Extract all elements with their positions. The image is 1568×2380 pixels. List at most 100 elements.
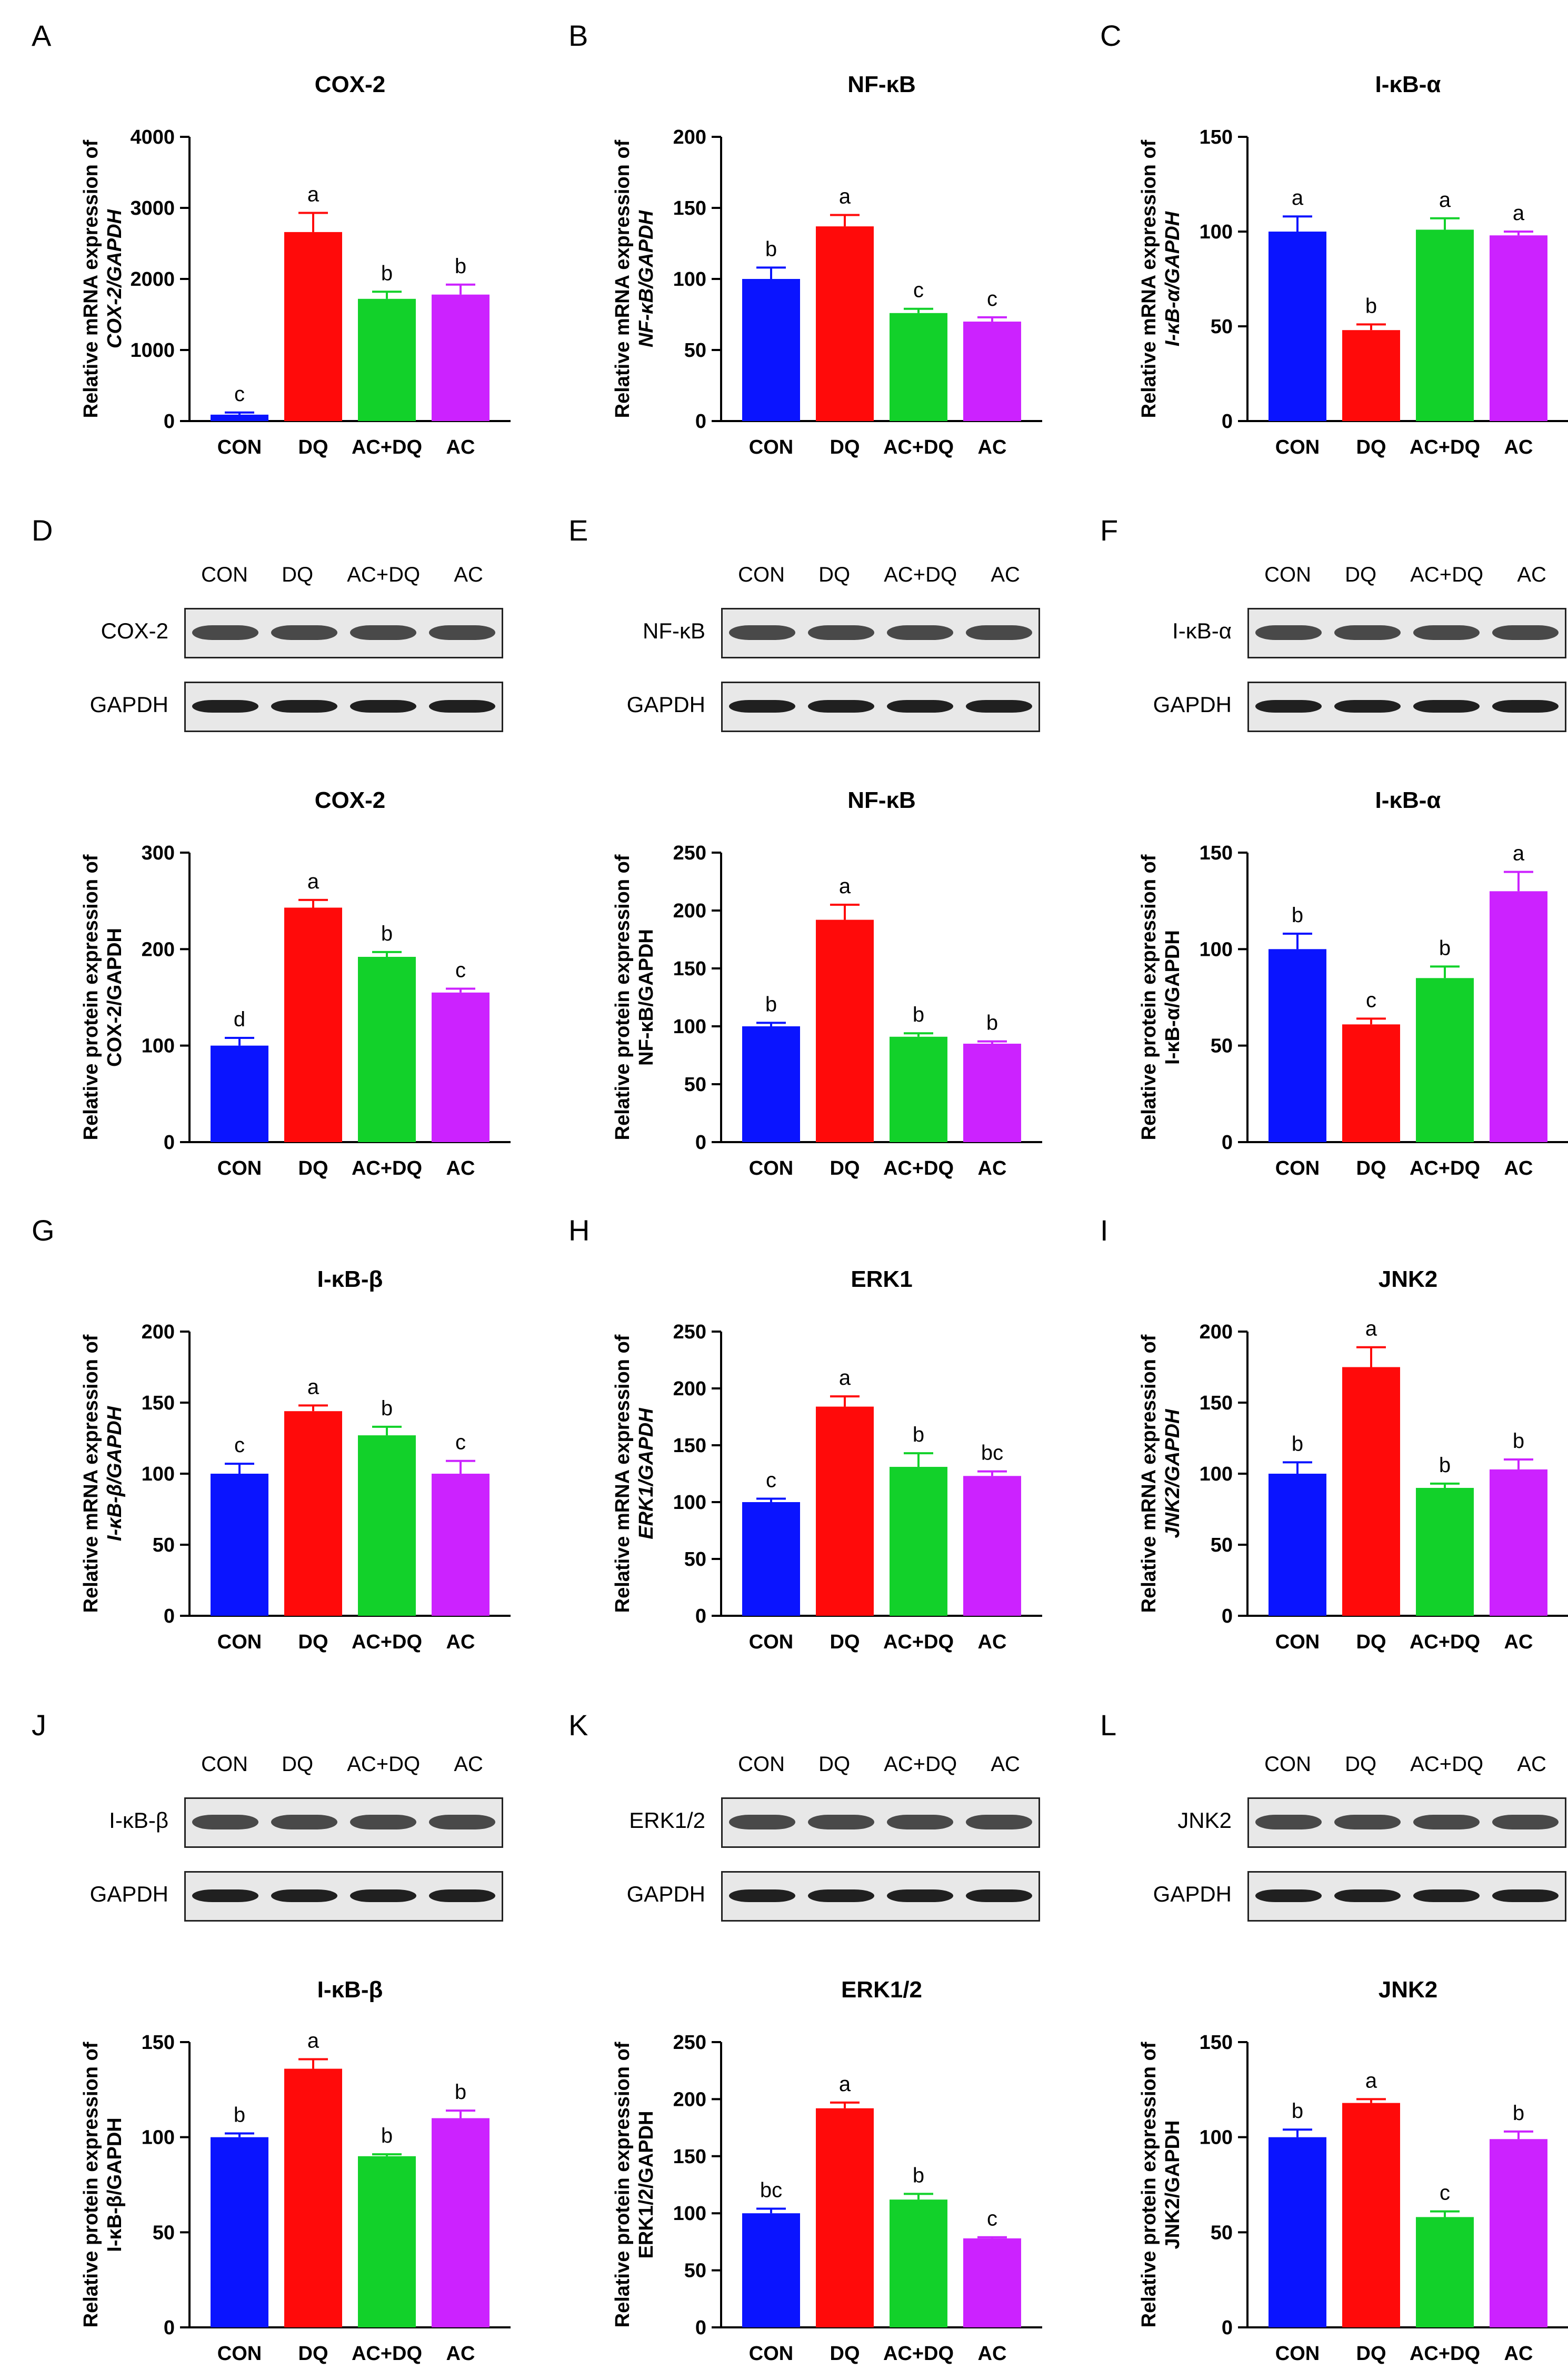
blot-band [1492, 1889, 1559, 1902]
blot-band [966, 1889, 1032, 1902]
significance-letter: d [234, 1008, 245, 1031]
x-tick-label: DQ [830, 1157, 860, 1179]
y-tick-label: 2000 [130, 268, 175, 291]
x-tick-label: DQ [1356, 2343, 1386, 2365]
blot-band [1334, 1889, 1401, 1902]
blot-lane-label: DQ [818, 1753, 851, 1776]
blot-band [192, 700, 258, 713]
significance-letter: b [381, 922, 393, 945]
x-tick-label: DQ [1356, 1631, 1386, 1653]
y-tick-label: 3000 [130, 197, 175, 219]
y-tick-label: 150 [1200, 1392, 1233, 1414]
x-tick-label: DQ [298, 1631, 328, 1653]
x-tick-label: DQ [298, 2343, 328, 2365]
chart-j-ikbb-protein: I-κB-β Relative protein expression of I-κB… [80, 1977, 511, 2365]
blot-lane-label: AC [991, 1753, 1020, 1776]
blot-band [1334, 625, 1401, 640]
x-tick-label: CON [217, 436, 262, 458]
significance-letter: bc [981, 1442, 1003, 1465]
bar-ac-dq [1416, 978, 1474, 1142]
blot-band [1492, 625, 1559, 640]
significance-letter: b [765, 237, 777, 261]
panel-letter-k: K [568, 1708, 588, 1742]
blot-band [966, 700, 1032, 713]
bar-con [742, 279, 800, 421]
blot-lane-label: DQ [282, 563, 314, 586]
panel-letter-j: J [32, 1708, 46, 1742]
significance-letter: b [1292, 2099, 1303, 2123]
blot-lane-label: CON [1264, 563, 1311, 586]
x-tick-label: AC+DQ [883, 1157, 954, 1179]
y-tick-label: 200 [1200, 1321, 1233, 1343]
blot-row-label-gapdh: GAPDH [1153, 692, 1232, 717]
blot-lane-label: AC+DQ [1410, 1753, 1484, 1776]
bar-dq [816, 226, 874, 421]
chart-title: NF-κB [847, 72, 916, 97]
blot-f: CON DQ AC+DQ AC I-κB-α GAPDH [1090, 558, 1568, 758]
y-tick-label: 50 [153, 2222, 175, 2244]
bar-con [1269, 232, 1326, 421]
blot-e: CON DQ AC+DQ AC NF-κB GAPDH [563, 558, 1058, 758]
significance-letter: b [1439, 936, 1451, 959]
blot-lane-label: AC [1517, 563, 1546, 586]
blot-row-label-gapdh: GAPDH [89, 692, 168, 717]
x-tick-label: AC [1504, 1631, 1533, 1653]
significance-letter: a [1292, 186, 1304, 209]
significance-letter: b [1365, 294, 1377, 317]
chart-title: I-κB-α [1375, 787, 1441, 813]
bar-ac-dq [890, 1467, 947, 1616]
y-tick-label: 0 [164, 1132, 175, 1154]
blot-membrane-target [721, 1797, 1040, 1848]
x-tick-label: AC+DQ [352, 436, 422, 458]
blot-lane-label: AC+DQ [884, 563, 957, 586]
significance-letter: a [839, 2073, 851, 2096]
blot-lane-label: DQ [1345, 1753, 1377, 1776]
significance-letter: bc [760, 2179, 782, 2202]
blot-band [1492, 700, 1559, 713]
chart-title: COX-2 [315, 787, 385, 813]
significance-letter: b [1292, 904, 1303, 927]
y-axis-label: Relative protein expression of [612, 2042, 634, 2327]
bar-con [1269, 2137, 1326, 2327]
y-tick-label: 100 [673, 268, 706, 291]
y-tick-label: 150 [673, 2146, 706, 2168]
significance-letter: c [987, 287, 997, 311]
x-tick-label: CON [1275, 1631, 1320, 1653]
y-tick-label: 150 [1200, 126, 1233, 148]
y-axis-label-gene: I-κB-α/GAPDH [1162, 211, 1184, 346]
blot-band [350, 1889, 416, 1902]
x-tick-label: AC+DQ [352, 1157, 422, 1179]
significance-letter: b [455, 2081, 466, 2104]
x-tick-label: DQ [298, 1157, 328, 1179]
significance-letter: c [455, 1431, 466, 1454]
y-tick-label: 50 [684, 1074, 706, 1096]
significance-letter: a [1439, 188, 1451, 212]
blot-membrane-gapdh [184, 682, 503, 732]
y-tick-label: 100 [1200, 1463, 1233, 1485]
blot-band [271, 1889, 337, 1902]
significance-letter: a [1365, 1317, 1377, 1341]
blot-row-label-target: I-κB-α [1172, 618, 1232, 643]
x-tick-label: CON [217, 1157, 262, 1179]
x-tick-label: DQ [830, 1631, 860, 1653]
y-tick-label: 1000 [130, 339, 175, 362]
bar-con [211, 2137, 268, 2327]
y-tick-label: 150 [142, 1392, 175, 1414]
x-tick-label: CON [1275, 436, 1320, 458]
y-axis-label: Relative mRNA expression of [612, 1334, 634, 1613]
blot-band [429, 1889, 495, 1902]
bar-ac [1490, 1469, 1547, 1616]
significance-letter: a [1365, 2069, 1377, 2092]
blot-band [429, 1815, 495, 1829]
blot-band [729, 625, 795, 640]
blot-membrane-gapdh [1247, 1871, 1566, 1922]
x-tick-label: CON [749, 2343, 793, 2365]
y-axis-label: Relative mRNA expression of [1138, 139, 1160, 418]
bar-ac [432, 294, 490, 421]
chart-title: I-κB-β [317, 1977, 383, 2003]
bar-con [742, 2213, 800, 2327]
y-tick-label: 150 [673, 958, 706, 980]
significance-letter: c [234, 383, 245, 406]
y-tick-label: 200 [673, 900, 706, 922]
x-tick-label: AC+DQ [1410, 436, 1480, 458]
